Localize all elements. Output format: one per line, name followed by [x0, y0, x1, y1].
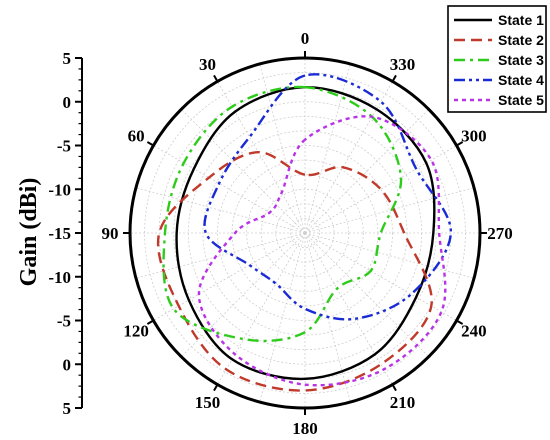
series-line-5	[197, 115, 447, 387]
grid-spoke	[304, 63, 351, 234]
grid-spoke	[259, 63, 306, 234]
legend: State 1 State 2 State 3 State 4 State 5	[447, 5, 547, 113]
angle-tick	[213, 74, 219, 82]
legend-label-2: State 2	[498, 32, 544, 48]
legend-label-4: State 4	[498, 72, 544, 88]
series-line-3	[162, 85, 403, 343]
radial-tick-label: 5	[63, 399, 72, 418]
grid-spoke	[180, 232, 306, 358]
radial-tick-label: -5	[57, 312, 71, 331]
angle-label: 240	[461, 322, 487, 341]
grid-circle	[202, 130, 408, 336]
angle-tick	[391, 74, 397, 82]
angle-label: 90	[102, 224, 119, 243]
y-axis-label: Gain (dBi)	[16, 178, 42, 287]
grid-circle	[173, 101, 437, 365]
angle-label: 270	[487, 224, 513, 243]
grid-spoke	[304, 232, 430, 358]
legend-label-1: State 1	[498, 12, 544, 28]
radial-tick-label: 0	[63, 355, 72, 374]
grid-spoke	[304, 232, 393, 385]
grid-spoke	[304, 81, 393, 234]
legend-label-5: State 5	[498, 92, 544, 108]
angle-tick	[456, 319, 464, 325]
angle-tick	[146, 141, 154, 147]
angle-label: 210	[390, 393, 416, 412]
series-line-4	[203, 73, 453, 321]
plot-area: 0 30 60 90 120 150 180 210 240 270 300 330	[102, 29, 513, 438]
grid-circle	[260, 188, 350, 278]
grid-circle	[246, 174, 364, 292]
grid-spoke	[217, 232, 306, 385]
grid-spoke	[153, 145, 306, 234]
grid-circle	[290, 218, 320, 248]
legend-label-3: State 3	[498, 52, 544, 68]
angle-label: 330	[390, 55, 416, 74]
angle-tick	[213, 384, 219, 392]
angle-label: 60	[128, 127, 145, 146]
angle-label: 180	[292, 419, 318, 438]
angle-tick	[391, 384, 397, 392]
angle-label: 30	[199, 55, 216, 74]
radial-tick-label: -10	[48, 268, 71, 287]
grid-spoke	[304, 232, 351, 403]
angle-tick	[456, 141, 464, 147]
angle-label: 120	[123, 322, 149, 341]
grid-spoke	[135, 187, 306, 234]
radial-tick-label: 0	[63, 93, 72, 112]
radial-tick-label: 5	[63, 49, 72, 68]
series-line-2	[156, 150, 433, 392]
angle-label: 300	[461, 127, 487, 146]
grid-spoke	[180, 108, 306, 234]
series-line-1	[175, 85, 436, 381]
radial-axis: 5 0 -5 -10 -15 -10 -5 0 5	[48, 49, 83, 418]
grid-spoke	[304, 232, 475, 279]
grid-spoke	[304, 187, 475, 234]
grid-circle	[217, 145, 393, 321]
grid-spoke	[304, 108, 430, 234]
grid-spoke	[135, 232, 306, 279]
radial-tick-label: -10	[48, 180, 71, 199]
angle-tick	[146, 319, 154, 325]
radial-tick-label: -15	[48, 224, 71, 243]
grid-spoke	[304, 145, 457, 234]
angle-label: 150	[195, 393, 221, 412]
radial-tick-label: -5	[57, 137, 71, 156]
angle-label: 0	[301, 29, 310, 48]
